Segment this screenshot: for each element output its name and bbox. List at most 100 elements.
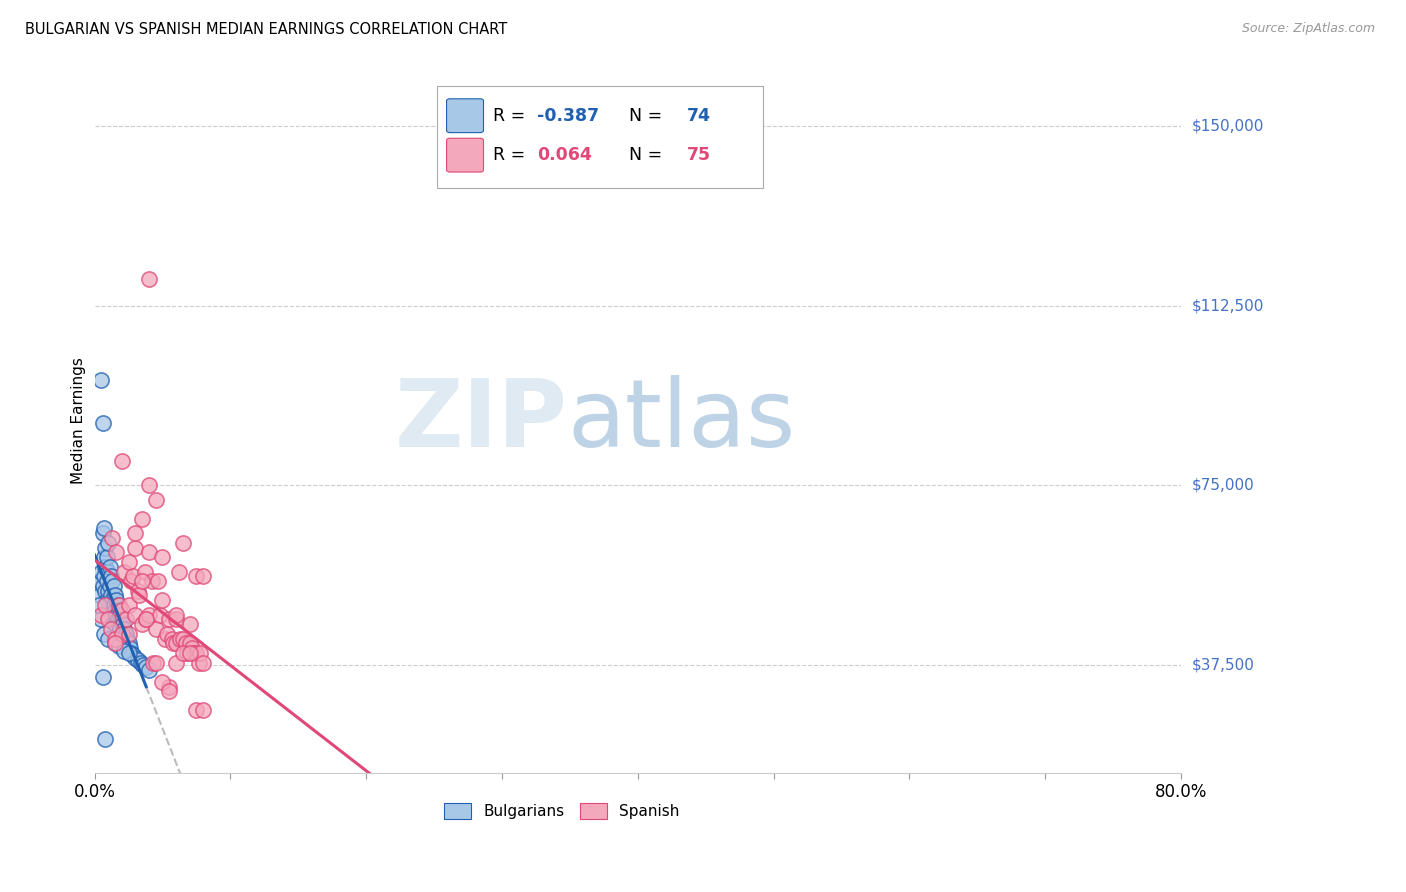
Point (89, 589, 111, 603)
Point (101, 593, 124, 607)
Text: 75: 75 (686, 146, 711, 164)
Point (87, 598, 110, 612)
Point (90, 373, 112, 387)
Point (89, 574, 111, 588)
Point (131, 617, 153, 632)
Point (148, 574, 170, 588)
Point (97, 583, 120, 598)
Point (121, 569, 143, 583)
Point (90, 612, 112, 626)
Point (176, 646, 198, 660)
Point (124, 541, 146, 555)
Point (157, 684, 180, 698)
Point (155, 627, 177, 641)
Point (91, 670, 114, 684)
Point (117, 555, 139, 569)
Point (90, 607, 112, 622)
Point (111, 627, 134, 641)
Point (98, 579, 121, 593)
Text: $112,500: $112,500 (1192, 298, 1264, 313)
Point (104, 632, 127, 646)
Text: N =: N = (619, 146, 668, 164)
Point (105, 545, 128, 559)
Point (181, 641, 204, 656)
Point (110, 632, 132, 646)
Point (104, 636, 127, 650)
Point (96, 593, 118, 607)
FancyBboxPatch shape (447, 138, 484, 172)
Point (103, 579, 125, 593)
Point (97, 536, 120, 550)
Point (112, 632, 135, 646)
FancyBboxPatch shape (437, 87, 762, 188)
Point (174, 636, 197, 650)
Point (138, 663, 160, 677)
Point (90, 565, 112, 579)
Text: 74: 74 (686, 107, 710, 125)
Point (105, 622, 128, 636)
Point (98, 598, 121, 612)
Point (120, 646, 142, 660)
Point (124, 650, 146, 665)
Point (165, 656, 187, 670)
Point (167, 565, 190, 579)
FancyBboxPatch shape (447, 99, 484, 133)
Point (101, 531, 124, 545)
Point (101, 574, 124, 588)
Point (93, 627, 115, 641)
Point (118, 641, 141, 656)
Point (183, 646, 205, 660)
Point (115, 632, 138, 646)
Text: $37,500: $37,500 (1192, 657, 1256, 673)
Point (193, 703, 215, 717)
Text: ZIP: ZIP (394, 375, 567, 467)
Point (124, 607, 146, 622)
Point (104, 603, 127, 617)
Text: -0.387: -0.387 (537, 107, 599, 125)
Point (120, 574, 142, 588)
Point (186, 569, 208, 583)
Point (93, 521, 115, 535)
Point (138, 545, 160, 559)
Point (117, 636, 139, 650)
Text: R =: R = (494, 146, 531, 164)
Point (169, 632, 191, 646)
Text: $150,000: $150,000 (1192, 119, 1264, 134)
Point (117, 598, 139, 612)
Point (91, 416, 114, 430)
Point (157, 680, 180, 694)
Point (165, 607, 187, 622)
Text: BULGARIAN VS SPANISH MEDIAN EARNINGS CORRELATION CHART: BULGARIAN VS SPANISH MEDIAN EARNINGS COR… (25, 22, 508, 37)
Text: N =: N = (619, 107, 668, 125)
Point (103, 598, 125, 612)
Point (149, 607, 172, 622)
Point (104, 589, 127, 603)
Point (111, 627, 134, 641)
Point (127, 583, 149, 598)
Point (91, 579, 114, 593)
Point (145, 656, 167, 670)
Text: $75,000: $75,000 (1192, 478, 1254, 492)
Point (152, 593, 174, 607)
Point (114, 565, 136, 579)
Point (129, 656, 152, 670)
Point (111, 612, 134, 626)
Point (138, 478, 160, 492)
Point (98, 559, 121, 574)
Point (132, 657, 155, 672)
Y-axis label: Median Earnings: Median Earnings (72, 357, 86, 484)
Point (157, 612, 180, 626)
Legend: Bulgarians, Spanish: Bulgarians, Spanish (437, 797, 686, 825)
Point (124, 526, 146, 541)
Point (162, 636, 184, 650)
Point (97, 598, 120, 612)
Point (179, 646, 201, 660)
Point (145, 492, 167, 507)
Point (97, 612, 120, 626)
Point (100, 603, 122, 617)
Point (114, 627, 136, 641)
Point (138, 607, 160, 622)
Point (110, 607, 132, 622)
Point (135, 660, 157, 674)
Point (94, 598, 117, 612)
